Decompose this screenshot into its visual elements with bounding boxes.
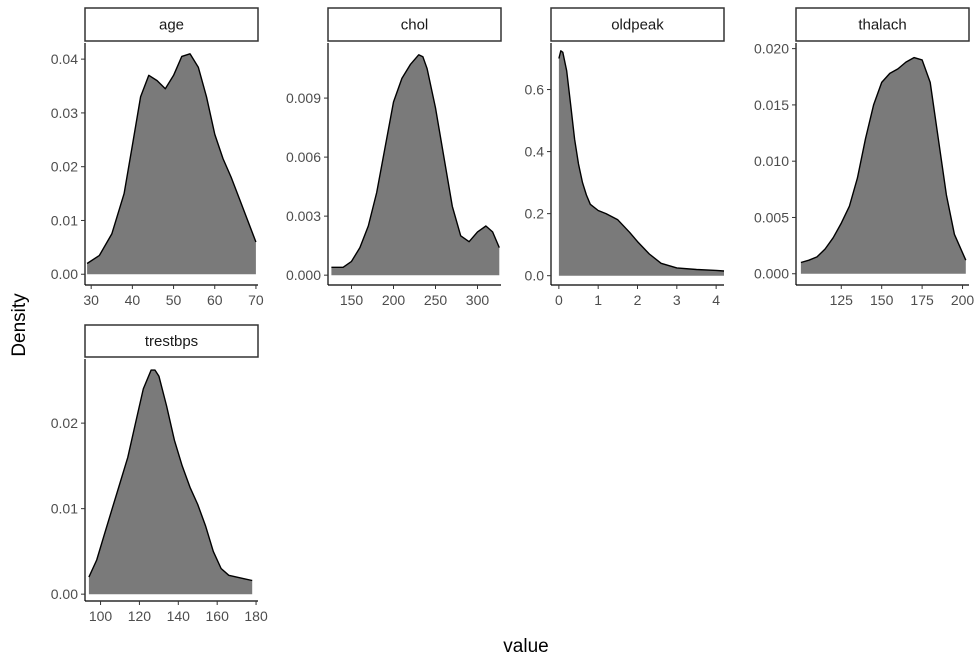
x-tick-label-trestbps: 140 <box>167 608 191 624</box>
y-tick-label-thalach: 0.000 <box>754 266 789 282</box>
y-tick-label-oldpeak: 0.0 <box>525 268 545 284</box>
strip-box-age <box>84 7 259 42</box>
panel-age: age 0.00 0.01 0.02 0.03 0.04 30 40 50 60 70 <box>51 7 264 308</box>
x-tick-label-thalach: 150 <box>870 292 894 308</box>
y-axis-title: Density <box>9 293 30 357</box>
y-tick-label-chol: 0.003 <box>286 208 321 224</box>
x-tick-label-thalach: 200 <box>951 292 975 308</box>
strip-label-age: age <box>159 17 184 34</box>
x-tick-label-trestbps: 120 <box>128 608 152 624</box>
y-tick-label-age: 0.01 <box>51 212 78 228</box>
strip-label-oldpeak: oldpeak <box>611 17 664 34</box>
x-tick-label-chol: 200 <box>382 292 406 308</box>
density-line-age <box>86 53 257 265</box>
y-tick-label-chol: 0.006 <box>286 149 321 165</box>
y-tick-label-trestbps: 0.02 <box>51 415 78 431</box>
y-tick-label-thalach: 0.015 <box>754 97 789 113</box>
y-tick-label-trestbps: 0.00 <box>51 586 78 602</box>
x-tick-label-oldpeak: 1 <box>594 292 602 308</box>
x-tick-label-oldpeak: 4 <box>712 292 720 308</box>
y-tick-label-chol: 0.000 <box>286 267 321 283</box>
y-tick-label-oldpeak: 0.2 <box>525 206 545 222</box>
x-tick-label-trestbps: 100 <box>89 608 113 624</box>
y-tick-label-thalach: 0.005 <box>754 209 789 225</box>
strip-box-thalach <box>795 7 970 42</box>
x-tick-label-oldpeak: 0 <box>555 292 563 308</box>
y-tick-label-trestbps: 0.01 <box>51 501 78 517</box>
density-area-trestbps <box>88 370 253 595</box>
x-tick-label-trestbps: 180 <box>244 608 268 624</box>
y-tick-label-oldpeak: 0.6 <box>525 82 545 98</box>
x-tick-label-age: 50 <box>166 292 182 308</box>
density-area-chol <box>331 54 500 276</box>
y-tick-label-age: 0.03 <box>51 105 78 121</box>
y-tick-label-oldpeak: 0.4 <box>525 144 545 160</box>
density-area-age <box>87 53 256 275</box>
density-line-trestbps <box>88 369 253 582</box>
y-tick-label-age: 0.02 <box>51 159 78 175</box>
x-tick-label-trestbps: 160 <box>206 608 230 624</box>
x-tick-label-age: 70 <box>248 292 264 308</box>
x-tick-label-thalach: 125 <box>830 292 854 308</box>
x-tick-label-oldpeak: 2 <box>634 292 642 308</box>
y-tick-label-age: 0.04 <box>51 51 78 67</box>
panel-trestbps: trestbps 0.00 0.01 0.02 100 120 140 160 180 <box>51 324 268 624</box>
y-tick-label-age: 0.00 <box>51 266 78 282</box>
strip-label-trestbps: trestbps <box>145 333 198 350</box>
strip-box-chol <box>327 7 502 42</box>
strip-box-oldpeak <box>550 7 725 42</box>
density-line-chol <box>331 54 500 268</box>
strip-label-chol: chol <box>401 17 429 34</box>
x-tick-label-age: 40 <box>125 292 141 308</box>
y-tick-label-chol: 0.009 <box>286 90 321 106</box>
x-tick-label-thalach: 175 <box>910 292 934 308</box>
strip-box-trestbps <box>84 324 259 358</box>
density-area-oldpeak <box>558 50 724 276</box>
x-axis-title: value <box>503 636 548 657</box>
x-tick-label-chol: 250 <box>424 292 448 308</box>
x-tick-label-chol: 300 <box>466 292 490 308</box>
x-tick-label-age: 60 <box>207 292 223 308</box>
strip-label-thalach: thalach <box>858 17 906 34</box>
x-tick-label-chol: 150 <box>340 292 364 308</box>
density-line-thalach <box>800 56 967 264</box>
panel-chol: chol 0.000 0.003 0.006 0.009 150 200 250 300 <box>286 7 502 308</box>
panel-thalach: thalach 0.000 0.005 0.010 0.015 0.020 125 150 17… <box>754 7 975 308</box>
y-tick-label-thalach: 0.010 <box>754 153 789 169</box>
y-tick-label-thalach: 0.020 <box>754 41 789 57</box>
x-tick-label-oldpeak: 3 <box>673 292 681 308</box>
x-tick-label-age: 30 <box>83 292 99 308</box>
density-line-oldpeak <box>558 50 725 272</box>
density-area-thalach <box>800 57 966 274</box>
panel-oldpeak: oldpeak 0.0 0.2 0.4 0.6 0 1 2 3 4 <box>525 7 725 308</box>
